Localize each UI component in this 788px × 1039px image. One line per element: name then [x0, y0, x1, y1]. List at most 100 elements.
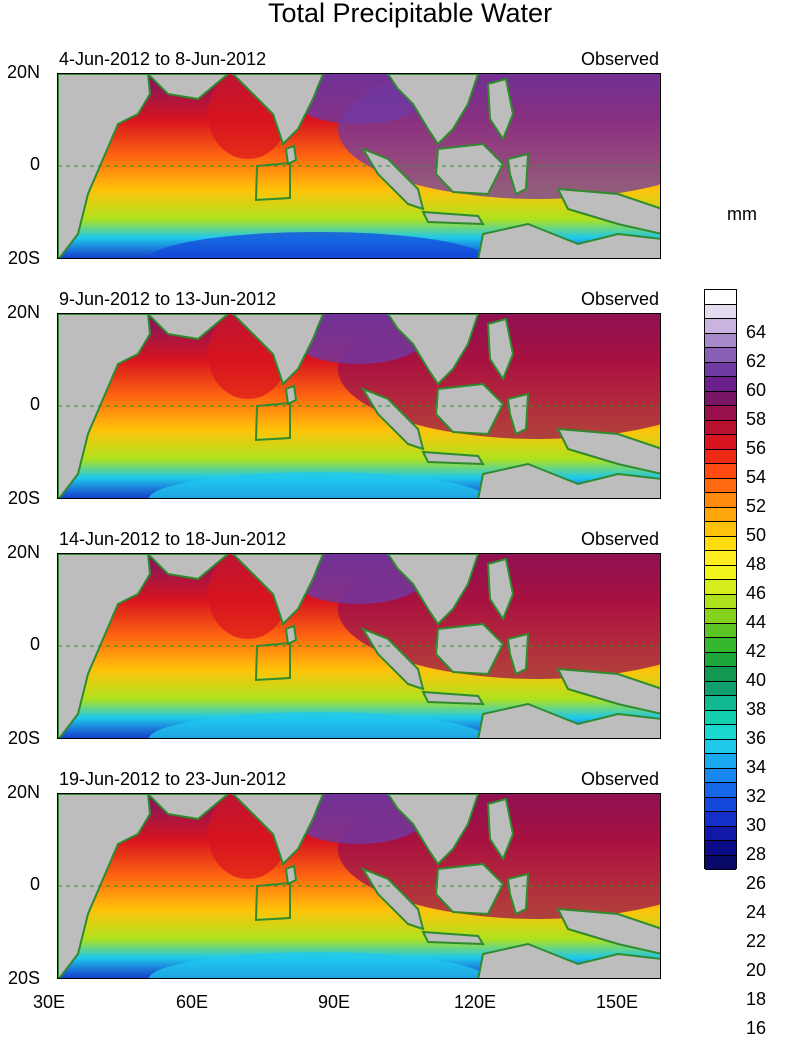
colorbar-segment [705, 710, 736, 725]
colorbar-segment [705, 565, 736, 580]
colorbar-segment [705, 652, 736, 667]
map-panel-2: 9-Jun-2012 to 13-Jun-2012 Observed [57, 289, 661, 499]
land-mass [506, 632, 530, 676]
colorbar-segment [705, 681, 736, 696]
land-mass [284, 384, 298, 406]
tpw-map-svg [58, 794, 660, 978]
land-mass [284, 624, 298, 646]
colorbar-label: 50 [746, 524, 767, 545]
colorbar-label: 24 [746, 901, 767, 922]
colorbar-label: 18 [746, 988, 767, 1009]
study-region-box [254, 641, 291, 682]
land-mass [146, 554, 230, 581]
land-mass [477, 462, 660, 498]
colorbar-segment [705, 580, 736, 595]
tpw-map-svg [58, 554, 660, 738]
colorbar-segment [705, 536, 736, 551]
colorbar-label: 60 [746, 379, 767, 400]
colorbar-segment [705, 797, 736, 812]
colorbar-label: 54 [746, 466, 767, 487]
colorbar-segment [705, 551, 736, 566]
colorbar-label: 56 [746, 437, 767, 458]
land-mass [556, 187, 660, 235]
colorbar-segment [705, 333, 736, 348]
land-mass [284, 864, 298, 886]
tpw-map-svg [58, 74, 660, 258]
tpw-field [57, 73, 661, 259]
colorbar-segment [705, 377, 736, 392]
land-mass [434, 862, 505, 916]
land-mass [486, 557, 515, 622]
land-mass [360, 386, 425, 451]
longitude-label: 90E [318, 992, 351, 1012]
land-mass [486, 797, 515, 862]
colorbar-label: 16 [746, 1017, 767, 1038]
panel-period: 9-Jun-2012 to 13-Jun-2012 [59, 289, 277, 309]
land-mass [386, 314, 480, 386]
colorbar-segment [705, 812, 736, 827]
land-mass [434, 382, 505, 436]
study-region-box [254, 881, 291, 922]
colorbar-segment [705, 464, 736, 479]
latitude-label: 20S [7, 968, 40, 988]
panel-label: Observed [580, 289, 659, 309]
colorbar-segment [705, 420, 736, 435]
land-mass [360, 866, 425, 931]
land-mass [231, 794, 325, 866]
land-mass [231, 74, 325, 146]
land-mass [58, 554, 152, 738]
land-mass [231, 554, 325, 626]
colorbar-label: 28 [746, 843, 767, 864]
latitude-label: 20N [6, 542, 40, 562]
latitude-label: 20S [7, 728, 40, 748]
longitude-label: 120E [454, 992, 497, 1012]
colorbar-segment [705, 319, 736, 334]
colorbar-segment [705, 406, 736, 421]
land-mass [146, 314, 230, 341]
colorbar-segment [705, 609, 736, 624]
latitude-label: 20S [7, 488, 40, 508]
tpw-field [57, 793, 661, 979]
tpw-field [57, 553, 661, 739]
land-mass [421, 690, 485, 706]
land-mass [486, 317, 515, 382]
map-panel-4: 19-Jun-2012 to 23-Jun-2012 Observed [57, 769, 661, 979]
colorbar-label: 26 [746, 872, 767, 893]
colorbar-segment [705, 768, 736, 783]
colorbar-segment [705, 304, 736, 319]
panel-period: 4-Jun-2012 to 8-Jun-2012 [59, 49, 267, 69]
panel-label: Observed [580, 769, 659, 789]
land-mass [421, 930, 485, 946]
colorbar-segment [705, 841, 736, 856]
latitude-label: 0 [29, 154, 40, 174]
longitude-label: 30E [33, 992, 66, 1012]
land-mass [284, 144, 298, 166]
colorbar-segment [705, 290, 736, 305]
colorbar-label: 38 [746, 698, 767, 719]
colorbar-label: 58 [746, 408, 767, 429]
colorbar-label: 44 [746, 611, 767, 632]
colorbar-segment [705, 391, 736, 406]
land-mass [477, 702, 660, 738]
figure-title: Total Precipitable Water [267, 0, 553, 28]
land-mass [360, 626, 425, 691]
land-mass [421, 450, 485, 466]
units-label: mm [727, 204, 757, 224]
panel-period: 14-Jun-2012 to 18-Jun-2012 [59, 529, 287, 549]
colorbar-label: 46 [746, 582, 767, 603]
colorbar-segment [705, 493, 736, 508]
latitude-label: 20N [6, 782, 40, 802]
colorbar-label: 40 [746, 669, 767, 690]
colorbar-label: 62 [746, 350, 767, 371]
colorbar-segment [705, 522, 736, 537]
colorbar-label: 52 [746, 495, 767, 516]
study-region-box [254, 161, 291, 202]
land-mass [434, 622, 505, 676]
land-mass [477, 942, 660, 978]
colorbar-label: 34 [746, 756, 767, 777]
colorbar-segment [705, 696, 736, 711]
land-mass [146, 794, 230, 821]
colorbar-label: 32 [746, 785, 767, 806]
colorbar-label: 42 [746, 640, 767, 661]
land-mass [58, 794, 152, 978]
